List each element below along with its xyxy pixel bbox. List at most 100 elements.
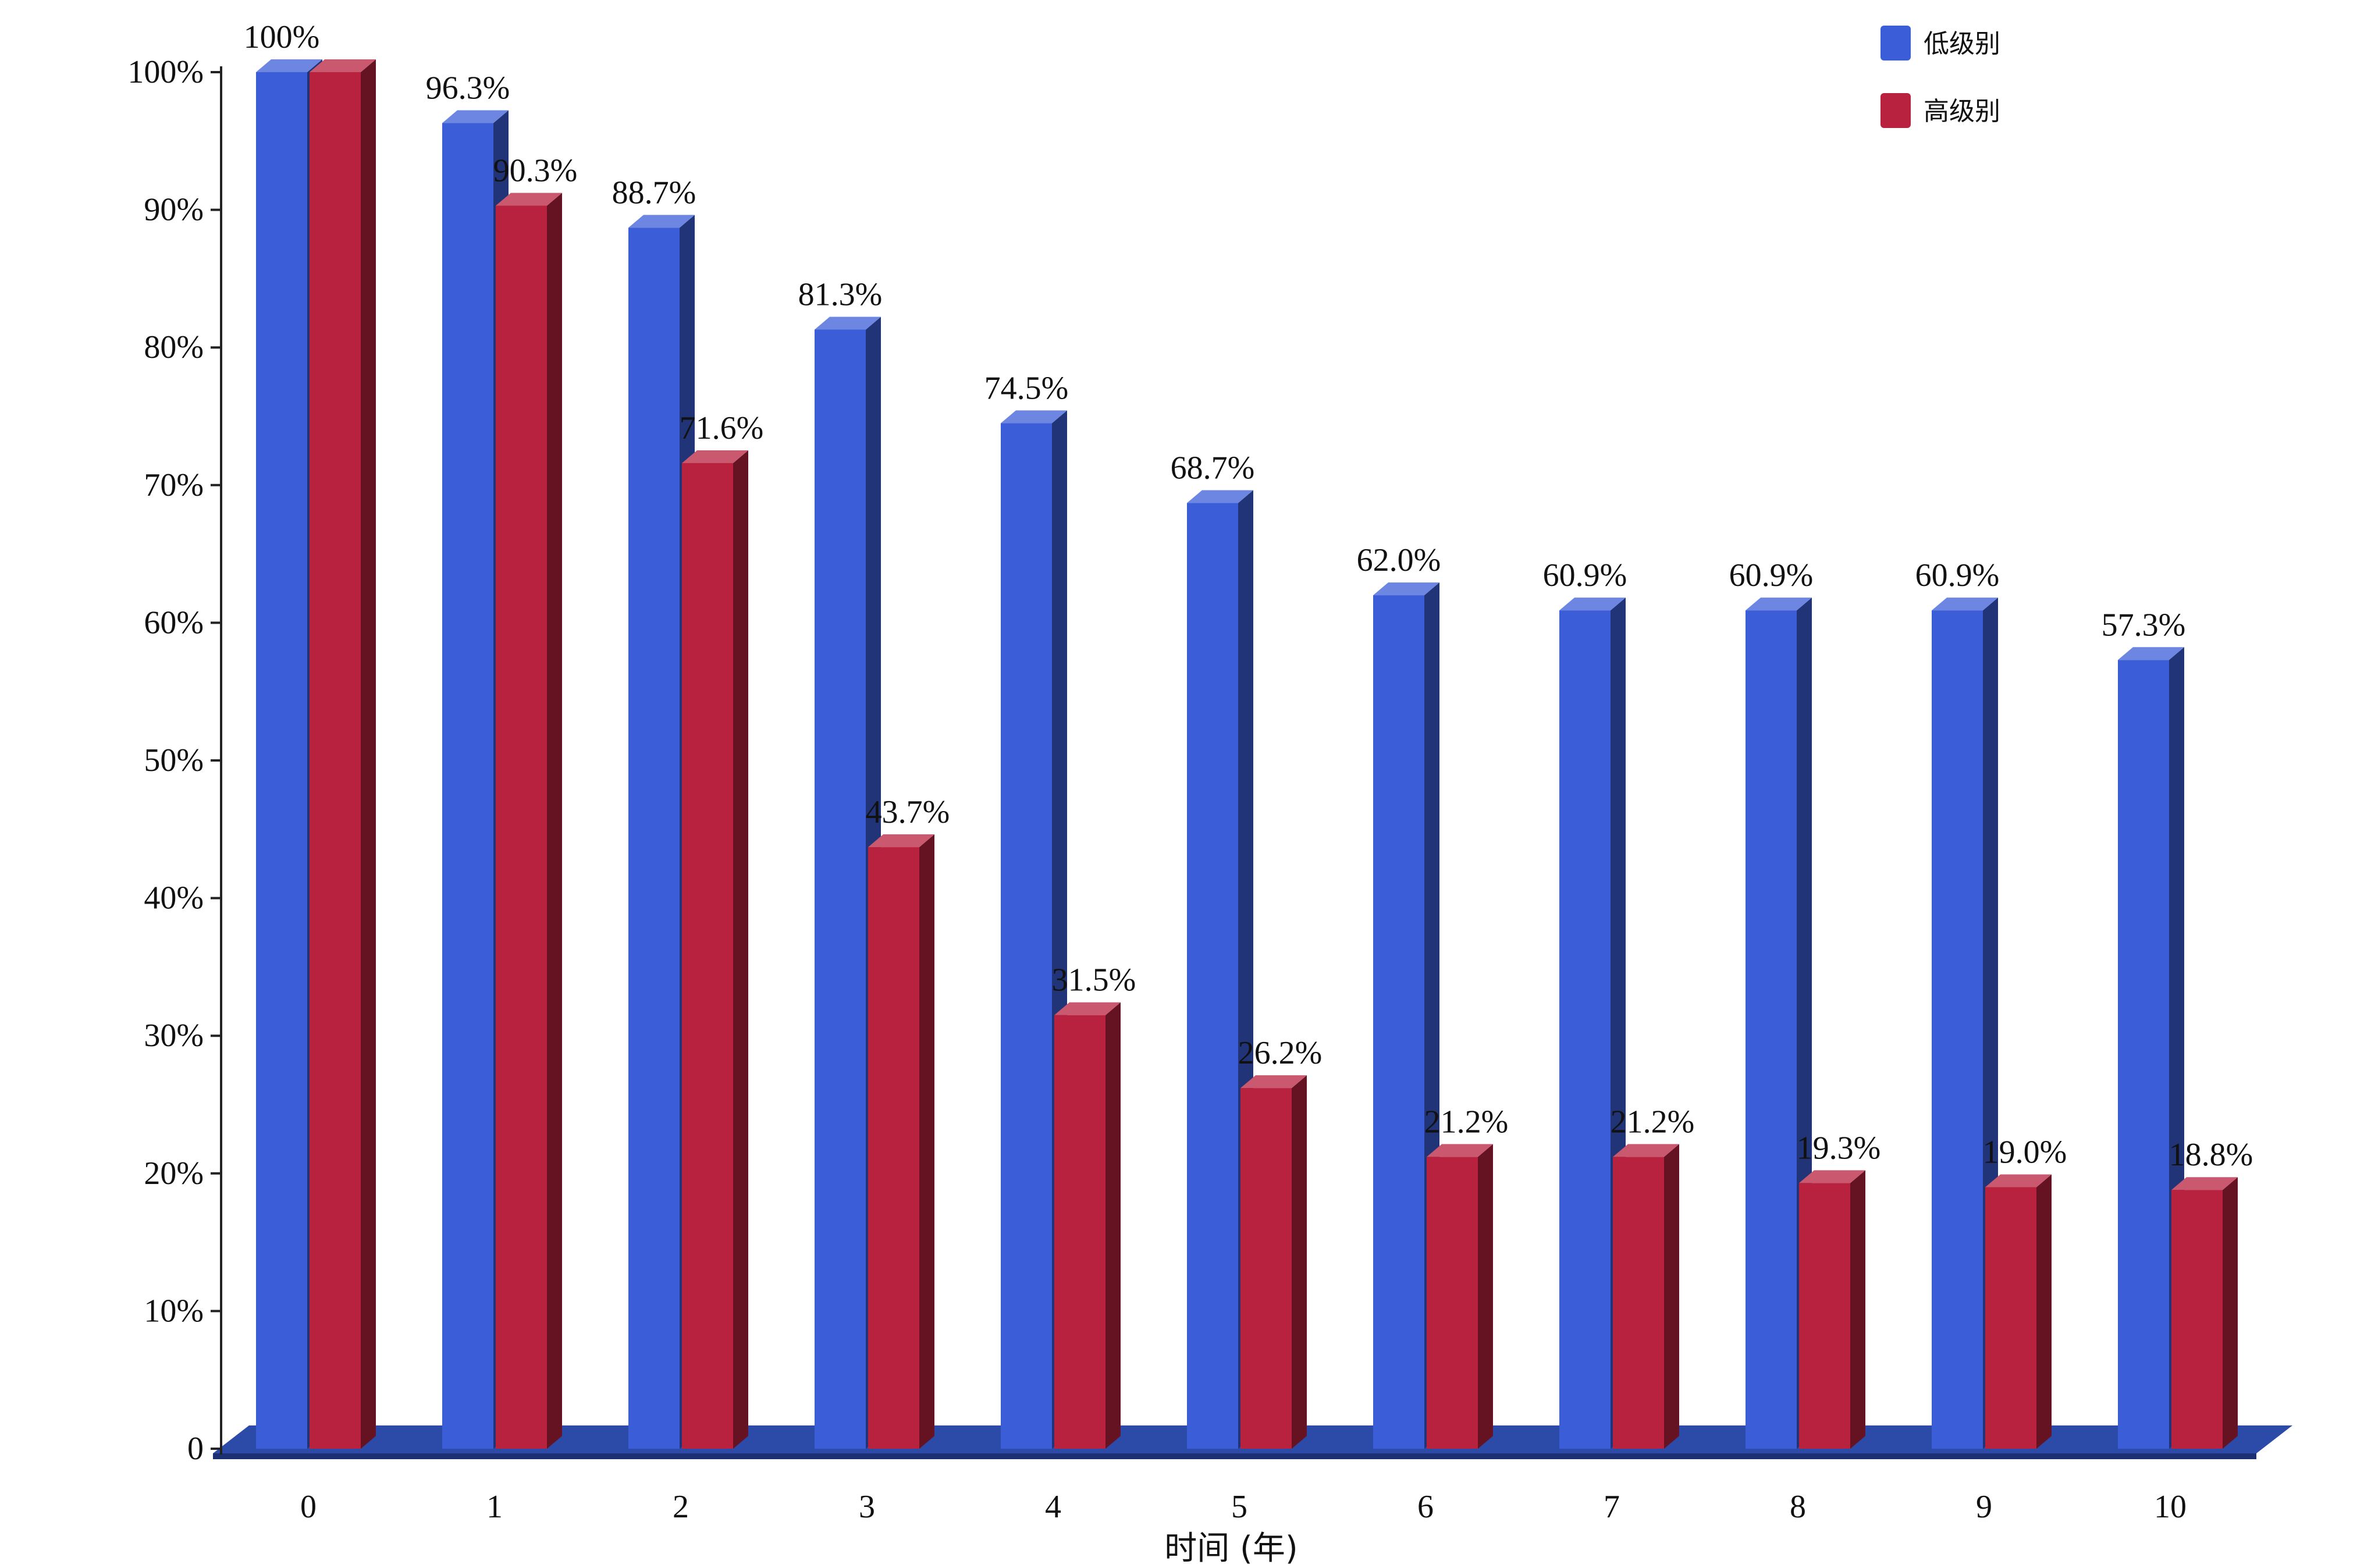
bar-top-face <box>1932 598 1998 611</box>
bar-side-face <box>1105 1002 1121 1449</box>
bar-high-grade <box>682 450 748 1449</box>
bar-top-face <box>442 110 509 123</box>
bar-side-face <box>2223 1177 2238 1449</box>
bar-front-face <box>1746 610 1797 1449</box>
data-label-low-grade: 60.9% <box>1729 557 1814 593</box>
bar-high-grade <box>1240 1075 1307 1449</box>
x-tick-label: 10 <box>2154 1489 2187 1525</box>
bar-side-face <box>1292 1075 1307 1449</box>
x-tick-label: 5 <box>1231 1489 1247 1525</box>
bar-top-face <box>1001 410 1067 424</box>
legend-label: 高级别 <box>1924 97 2000 126</box>
legend-label: 低级别 <box>1924 29 2000 59</box>
y-tick-label: 10% <box>144 1293 204 1329</box>
chart-floor-edge <box>213 1453 2256 1459</box>
bar-front-face <box>682 463 733 1449</box>
data-label-low-grade: 96.3% <box>426 70 510 106</box>
bar-top-face <box>1559 598 1626 611</box>
bar-top-face <box>1054 1002 1121 1015</box>
bar-front-face <box>2171 1190 2223 1449</box>
y-tick-label: 100% <box>127 54 204 90</box>
data-label-low-grade: 81.3% <box>798 276 883 312</box>
bar-front-face <box>1373 595 1424 1449</box>
bar-top-face <box>868 834 934 848</box>
bar-top-face <box>1746 598 1812 611</box>
bar-side-face <box>1478 1144 1493 1449</box>
bar-front-face <box>1799 1183 1850 1449</box>
y-tick-label: 50% <box>144 742 204 778</box>
data-label-low-grade: 88.7% <box>612 175 696 211</box>
data-label-high-grade: 31.5% <box>1052 962 1136 998</box>
x-tick-label: 8 <box>1790 1489 1806 1525</box>
bar-front-face <box>2118 660 2169 1449</box>
bar-top-face <box>1373 582 1439 596</box>
bar-front-face <box>310 72 361 1449</box>
x-tick-label: 3 <box>859 1489 875 1525</box>
bars <box>256 59 2238 1449</box>
x-tick-label: 1 <box>486 1489 503 1525</box>
bar-front-face <box>1054 1015 1105 1449</box>
x-tick-label: 7 <box>1604 1489 1620 1525</box>
bar-high-grade <box>1985 1174 2052 1449</box>
bar-top-face <box>2171 1177 2238 1190</box>
data-label-low-grade: 68.7% <box>1171 450 1255 486</box>
data-label-low-grade: 60.9% <box>1915 557 2000 593</box>
y-tick-label: 70% <box>144 467 204 503</box>
data-label-high-grade: 90.3% <box>493 153 578 189</box>
data-label-low-grade: 57.3% <box>2102 607 2186 643</box>
legend-swatch <box>1880 26 1911 61</box>
bar-top-face <box>1427 1144 1493 1157</box>
y-tick-label: 90% <box>144 192 204 228</box>
y-tick-label: 80% <box>144 329 204 365</box>
y-tick-label: 0 <box>187 1431 204 1467</box>
y-tick-label: 40% <box>144 880 204 916</box>
data-labels: 100% 96.3% 90.3% 88.7% 71.6% 81.3% 43.7% 74.5% 3… <box>244 19 2253 1173</box>
data-label-high-grade: 43.7% <box>866 794 950 830</box>
data-label-low-grade: 100% <box>244 19 320 55</box>
bar-front-face <box>496 205 547 1449</box>
bar-low-grade <box>1001 410 1067 1449</box>
data-label-high-grade: 18.8% <box>2169 1137 2253 1173</box>
data-label-high-grade: 21.2% <box>1611 1104 1695 1140</box>
bar-high-grade <box>1799 1170 1865 1449</box>
bar-top-face <box>2118 647 2184 660</box>
y-tick-label: 60% <box>144 605 204 641</box>
bar-high-grade <box>1054 1002 1121 1449</box>
bar-top-face <box>682 450 748 463</box>
data-label-low-grade: 60.9% <box>1543 557 1627 593</box>
bar-high-grade <box>2171 1177 2238 1449</box>
bar-high-grade <box>1427 1144 1493 1449</box>
bar-front-face <box>442 123 493 1449</box>
data-label-low-grade: 74.5% <box>984 370 1069 406</box>
data-label-high-grade: 21.2% <box>1424 1104 1509 1140</box>
bar-high-grade <box>496 193 562 1449</box>
x-tick-label: 9 <box>1976 1489 1992 1525</box>
legend-swatch <box>1880 93 1911 128</box>
bar-side-face <box>733 450 748 1449</box>
bar-front-face <box>1187 503 1238 1449</box>
y-tick-label: 20% <box>144 1155 204 1192</box>
data-label-high-grade: 19.3% <box>1797 1130 1881 1166</box>
bar-top-face <box>310 59 376 72</box>
legend-item: 高级别 <box>1880 93 2000 128</box>
bar-high-grade <box>1613 1144 1679 1449</box>
bar-top-face <box>815 317 881 330</box>
bar-high-grade <box>310 59 376 1449</box>
bar-side-face <box>2036 1174 2052 1449</box>
bar-side-face <box>919 834 934 1449</box>
bar-side-face <box>1664 1144 1679 1449</box>
bar-front-face <box>1240 1088 1292 1449</box>
bar-top-face <box>496 193 562 206</box>
y-axis <box>211 66 222 1455</box>
data-label-high-grade: 71.6% <box>680 410 764 446</box>
bar-front-face <box>1985 1187 2036 1449</box>
bar-side-face <box>547 193 562 1449</box>
bar-front-face <box>1001 423 1052 1449</box>
data-label-high-grade: 26.2% <box>1238 1035 1323 1071</box>
bar-front-face <box>256 72 307 1449</box>
bar-front-face <box>1613 1157 1664 1449</box>
bar-front-face <box>868 847 919 1449</box>
bar-top-face <box>1613 1144 1679 1157</box>
